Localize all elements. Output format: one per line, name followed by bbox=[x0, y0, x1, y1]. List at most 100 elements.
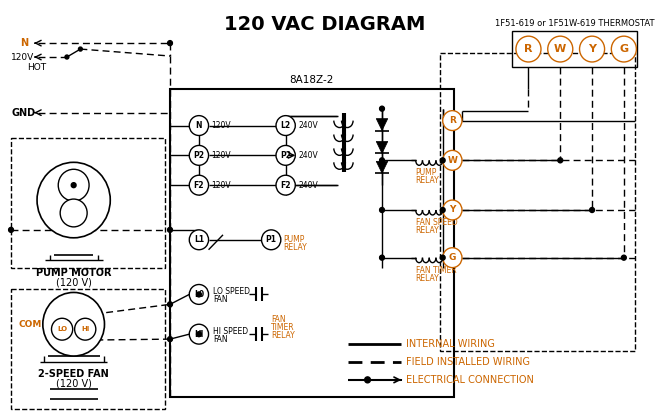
Text: COM: COM bbox=[19, 320, 42, 329]
Polygon shape bbox=[377, 142, 388, 153]
Text: 240V: 240V bbox=[298, 121, 318, 130]
Circle shape bbox=[380, 106, 385, 111]
Text: 120V: 120V bbox=[212, 151, 231, 160]
Circle shape bbox=[622, 255, 626, 260]
Text: N: N bbox=[196, 121, 202, 130]
Text: TIMER: TIMER bbox=[271, 323, 295, 332]
Circle shape bbox=[276, 145, 295, 165]
Circle shape bbox=[196, 292, 201, 297]
Circle shape bbox=[611, 36, 636, 62]
Text: 120V: 120V bbox=[11, 52, 34, 62]
Text: Y: Y bbox=[449, 205, 456, 215]
Text: PUMP: PUMP bbox=[415, 168, 437, 177]
Polygon shape bbox=[377, 119, 388, 131]
Text: F2: F2 bbox=[280, 181, 291, 190]
Circle shape bbox=[58, 169, 89, 201]
Circle shape bbox=[380, 207, 385, 212]
Circle shape bbox=[440, 158, 445, 163]
Text: 2-SPEED FAN: 2-SPEED FAN bbox=[38, 369, 109, 379]
Text: L1: L1 bbox=[194, 235, 204, 244]
Circle shape bbox=[364, 377, 371, 383]
Circle shape bbox=[516, 36, 541, 62]
Circle shape bbox=[443, 150, 462, 170]
Circle shape bbox=[78, 47, 82, 51]
Text: FAN TIMER: FAN TIMER bbox=[415, 266, 456, 274]
Text: 120V: 120V bbox=[212, 121, 231, 130]
Text: G: G bbox=[619, 44, 628, 54]
Circle shape bbox=[190, 230, 208, 250]
Text: (120 V): (120 V) bbox=[56, 379, 92, 389]
Text: P1: P1 bbox=[266, 235, 277, 244]
Circle shape bbox=[380, 158, 385, 163]
Text: PUMP MOTOR: PUMP MOTOR bbox=[36, 268, 111, 278]
Bar bbox=[11, 138, 165, 268]
Text: 1F51-619 or 1F51W-619 THERMOSTAT: 1F51-619 or 1F51W-619 THERMOSTAT bbox=[495, 19, 655, 28]
Text: FIELD INSTALLED WIRING: FIELD INSTALLED WIRING bbox=[406, 357, 530, 367]
Text: GND: GND bbox=[11, 108, 35, 118]
Text: L2: L2 bbox=[281, 121, 291, 130]
Text: L0: L0 bbox=[194, 290, 204, 299]
Circle shape bbox=[261, 230, 281, 250]
Text: 120V: 120V bbox=[212, 181, 231, 190]
Text: FAN: FAN bbox=[213, 335, 228, 344]
Circle shape bbox=[9, 228, 13, 233]
Circle shape bbox=[60, 199, 87, 227]
Circle shape bbox=[590, 207, 594, 212]
Bar bbox=[440, 53, 635, 351]
Text: 240V: 240V bbox=[298, 151, 318, 160]
Text: ELECTRICAL CONNECTION: ELECTRICAL CONNECTION bbox=[406, 375, 534, 385]
Circle shape bbox=[43, 292, 105, 356]
Circle shape bbox=[558, 158, 563, 163]
Circle shape bbox=[74, 318, 96, 340]
Circle shape bbox=[52, 318, 72, 340]
Circle shape bbox=[380, 255, 385, 260]
Circle shape bbox=[276, 116, 295, 135]
Text: RELAY: RELAY bbox=[415, 274, 440, 282]
Circle shape bbox=[276, 175, 295, 195]
Bar bbox=[170, 89, 454, 397]
Circle shape bbox=[440, 255, 445, 260]
Circle shape bbox=[580, 36, 604, 62]
Text: RELAY: RELAY bbox=[271, 331, 295, 340]
Bar bbox=[512, 31, 637, 67]
Circle shape bbox=[168, 336, 172, 341]
Bar bbox=[11, 290, 165, 409]
Polygon shape bbox=[377, 161, 388, 173]
Text: HI: HI bbox=[194, 330, 204, 339]
Text: LO: LO bbox=[57, 326, 67, 332]
Circle shape bbox=[440, 207, 445, 212]
Circle shape bbox=[168, 41, 172, 46]
Text: W: W bbox=[448, 156, 458, 165]
Text: 8A18Z-2: 8A18Z-2 bbox=[289, 75, 334, 85]
Text: FAN: FAN bbox=[213, 295, 228, 304]
Circle shape bbox=[190, 324, 208, 344]
Text: HOT: HOT bbox=[27, 63, 46, 72]
Circle shape bbox=[443, 111, 462, 131]
Circle shape bbox=[443, 248, 462, 268]
Circle shape bbox=[168, 302, 172, 307]
Text: PUMP: PUMP bbox=[283, 235, 305, 244]
Circle shape bbox=[190, 285, 208, 304]
Circle shape bbox=[548, 36, 573, 62]
Circle shape bbox=[71, 183, 76, 188]
Text: FAN SPEED: FAN SPEED bbox=[415, 218, 458, 227]
Text: RELAY: RELAY bbox=[415, 226, 440, 235]
Text: (120 V): (120 V) bbox=[56, 277, 92, 287]
Text: P2: P2 bbox=[280, 151, 291, 160]
Text: F2: F2 bbox=[194, 181, 204, 190]
Text: R: R bbox=[449, 116, 456, 125]
Text: W: W bbox=[554, 44, 566, 54]
Circle shape bbox=[190, 175, 208, 195]
Circle shape bbox=[168, 228, 172, 233]
Text: HI SPEED: HI SPEED bbox=[213, 327, 249, 336]
Circle shape bbox=[443, 200, 462, 220]
Text: N: N bbox=[20, 38, 28, 48]
Text: 240V: 240V bbox=[298, 181, 318, 190]
Text: G: G bbox=[449, 253, 456, 262]
Circle shape bbox=[65, 55, 69, 59]
Circle shape bbox=[190, 145, 208, 165]
Text: P2: P2 bbox=[194, 151, 204, 160]
Circle shape bbox=[190, 116, 208, 135]
Text: HI: HI bbox=[81, 326, 89, 332]
Circle shape bbox=[196, 332, 201, 336]
